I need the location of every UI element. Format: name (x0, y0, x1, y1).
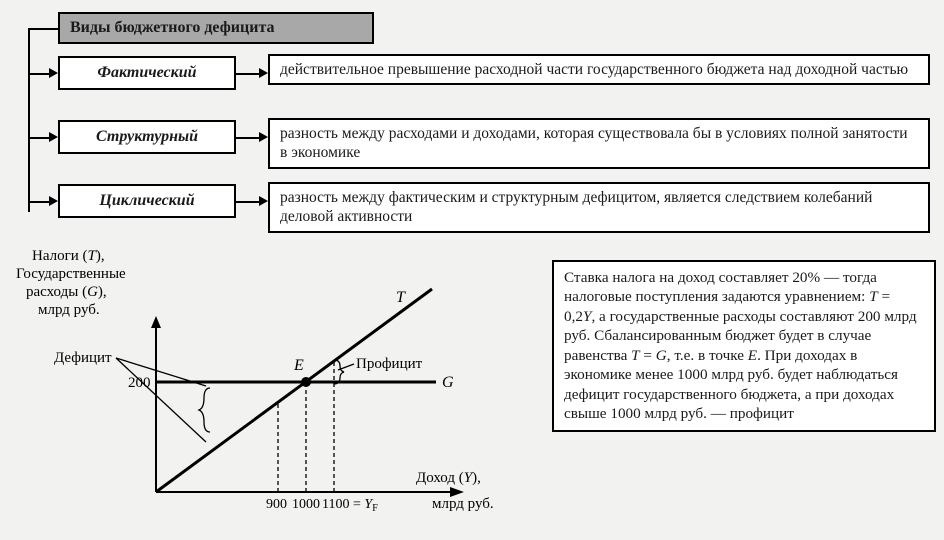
y-tick-200: 200 (128, 375, 151, 391)
svg-text:расходы (G),: расходы (G), (26, 284, 107, 300)
t-line-label: T (396, 289, 406, 306)
type-name-0: Фактический (97, 64, 196, 82)
budget-chart: Налоги (T), Государственные расходы (G),… (16, 242, 506, 528)
g-line-label: G (442, 374, 454, 391)
x-tick-1000: 1000 (292, 497, 320, 512)
type-name-1: Структурный (96, 128, 198, 146)
header-box: Виды бюджетного дефицита (58, 12, 374, 44)
e-point-label: E (293, 357, 304, 374)
def-box-actual: действительное превышение расходной част… (268, 54, 930, 85)
header-text: Виды бюджетного дефицита (70, 19, 275, 37)
type-def-1: разность между расходами и доходами, кот… (280, 125, 908, 161)
explanation-box: Ставка налога на доход составляет 20% — … (552, 260, 936, 432)
svg-text:1100 = YF: 1100 = YF (322, 497, 378, 514)
type-box-actual: Фактический (58, 56, 236, 90)
svg-text:Налоги (T),: Налоги (T), (32, 248, 105, 264)
def-box-structural: разность между расходами и доходами, кот… (268, 118, 930, 169)
type-def-0: действительное превышение расходной част… (280, 61, 908, 78)
type-box-cyclical: Циклический (58, 184, 236, 218)
def-box-cyclical: разность между фактическим и структурным… (268, 182, 930, 233)
deficit-label: Дефицит (54, 350, 112, 366)
svg-text:млрд руб.: млрд руб. (38, 302, 100, 318)
svg-text:млрд руб.: млрд руб. (432, 496, 494, 512)
svg-text:Доход (Y),: Доход (Y), (416, 470, 481, 486)
x-tick-900: 900 (266, 497, 287, 512)
types-diagram: Виды бюджетного дефицита Фактический дей… (12, 12, 932, 236)
type-def-2: разность между фактическим и структурным… (280, 189, 872, 225)
type-box-structural: Структурный (58, 120, 236, 154)
svg-text:Государственные: Государственные (16, 266, 126, 282)
type-name-2: Циклический (99, 192, 194, 210)
surplus-label: Профицит (356, 356, 423, 372)
